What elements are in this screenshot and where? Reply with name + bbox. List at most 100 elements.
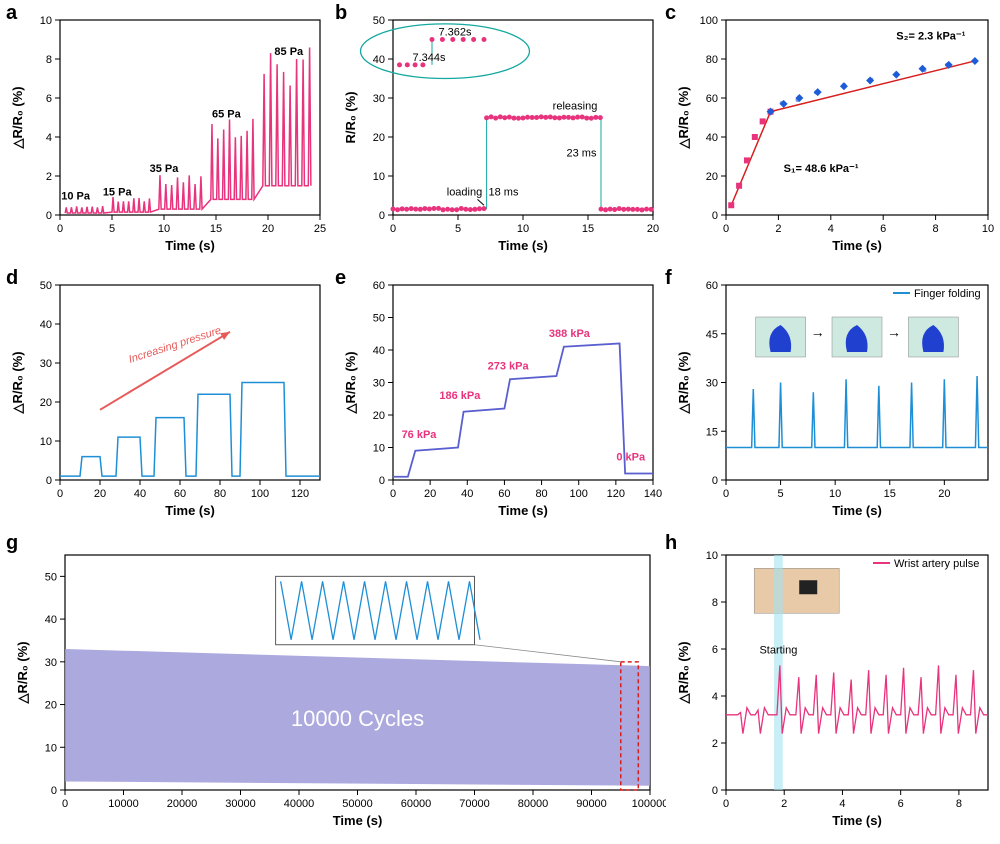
svg-text:45: 45 <box>706 329 718 341</box>
svg-text:10: 10 <box>706 550 718 562</box>
svg-text:30000: 30000 <box>225 798 256 810</box>
svg-text:35 Pa: 35 Pa <box>150 163 180 175</box>
svg-text:90000: 90000 <box>576 798 607 810</box>
svg-text:S₂= 2.3 kPa⁻¹: S₂= 2.3 kPa⁻¹ <box>896 31 965 43</box>
svg-text:0: 0 <box>57 223 63 235</box>
svg-text:20000: 20000 <box>167 798 198 810</box>
svg-text:20: 20 <box>94 488 106 500</box>
svg-text:0: 0 <box>712 210 718 222</box>
svg-text:0: 0 <box>723 223 729 235</box>
svg-text:20: 20 <box>706 171 718 183</box>
panel-label-e: e <box>335 267 346 290</box>
svg-text:60: 60 <box>174 488 186 500</box>
svg-text:40: 40 <box>706 132 718 144</box>
svg-text:10: 10 <box>517 223 529 235</box>
svg-text:80: 80 <box>214 488 226 500</box>
svg-text:0 kPa: 0 kPa <box>616 452 646 464</box>
svg-text:15: 15 <box>582 223 594 235</box>
svg-text:0: 0 <box>379 475 385 487</box>
svg-text:Time (s): Time (s) <box>832 503 882 518</box>
svg-text:S₁= 48.6 kPa⁻¹: S₁= 48.6 kPa⁻¹ <box>784 163 859 175</box>
svg-text:50: 50 <box>373 15 385 27</box>
svg-text:10: 10 <box>45 742 57 754</box>
svg-text:65 Pa: 65 Pa <box>212 109 242 121</box>
svg-text:10000 Cycles: 10000 Cycles <box>291 706 424 731</box>
svg-text:10000: 10000 <box>108 798 139 810</box>
svg-text:10: 10 <box>40 15 52 27</box>
svg-text:40: 40 <box>134 488 146 500</box>
svg-text:15: 15 <box>706 426 718 438</box>
svg-text:15: 15 <box>884 488 896 500</box>
svg-text:5: 5 <box>455 223 461 235</box>
svg-text:50: 50 <box>45 571 57 583</box>
svg-text:20: 20 <box>262 223 274 235</box>
svg-text:6: 6 <box>712 644 718 656</box>
svg-text:7.362s: 7.362s <box>439 27 473 39</box>
svg-text:4: 4 <box>712 691 718 703</box>
svg-text:loading: loading <box>447 187 482 199</box>
panel-e: 0204060801001201400102030405060Time (s)△… <box>333 265 666 530</box>
svg-text:7.344s: 7.344s <box>413 52 447 64</box>
svg-text:5: 5 <box>109 223 115 235</box>
svg-text:△R/R₀ (%): △R/R₀ (%) <box>676 86 691 149</box>
svg-text:10: 10 <box>40 436 52 448</box>
svg-text:Finger folding: Finger folding <box>914 288 981 300</box>
svg-text:10: 10 <box>373 171 385 183</box>
svg-text:Wrist artery pulse: Wrist artery pulse <box>894 558 979 570</box>
svg-text:5: 5 <box>778 488 784 500</box>
svg-text:0: 0 <box>712 475 718 487</box>
svg-text:△R/R₀ (%): △R/R₀ (%) <box>15 641 30 704</box>
svg-text:30: 30 <box>40 358 52 370</box>
svg-text:0: 0 <box>712 785 718 797</box>
svg-text:0: 0 <box>723 488 729 500</box>
svg-text:4: 4 <box>828 223 834 235</box>
svg-text:15: 15 <box>210 223 222 235</box>
svg-text:50000: 50000 <box>342 798 373 810</box>
svg-text:2: 2 <box>775 223 781 235</box>
svg-text:0: 0 <box>723 798 729 810</box>
svg-text:20: 20 <box>373 132 385 144</box>
panel-d: 02040608010012001020304050Time (s)△R/R₀ … <box>0 265 333 530</box>
svg-text:0: 0 <box>390 223 396 235</box>
svg-text:80: 80 <box>706 54 718 66</box>
svg-text:20: 20 <box>373 410 385 422</box>
svg-text:20: 20 <box>45 700 57 712</box>
svg-text:40: 40 <box>461 488 473 500</box>
svg-text:20: 20 <box>938 488 950 500</box>
panel-a: 05101520250246810Time (s)△R/R₀ (%)10 Pa1… <box>0 0 333 265</box>
svg-text:→: → <box>811 324 825 340</box>
svg-text:50: 50 <box>40 280 52 292</box>
svg-text:100000: 100000 <box>632 798 666 810</box>
svg-text:40: 40 <box>373 54 385 66</box>
svg-text:186 kPa: 186 kPa <box>439 390 481 402</box>
svg-text:25: 25 <box>314 223 326 235</box>
svg-text:0: 0 <box>390 488 396 500</box>
svg-text:30: 30 <box>373 378 385 390</box>
svg-text:40000: 40000 <box>284 798 315 810</box>
svg-text:60: 60 <box>373 280 385 292</box>
svg-text:60: 60 <box>706 93 718 105</box>
svg-text:8: 8 <box>933 223 939 235</box>
panel-g: 0100002000030000400005000060000700008000… <box>0 530 666 844</box>
svg-text:Time (s): Time (s) <box>832 813 882 828</box>
svg-text:0: 0 <box>379 210 385 222</box>
svg-text:10: 10 <box>158 223 170 235</box>
panel-label-h: h <box>665 532 677 555</box>
svg-text:120: 120 <box>291 488 309 500</box>
svg-text:0: 0 <box>62 798 68 810</box>
svg-text:80000: 80000 <box>518 798 549 810</box>
svg-text:18 ms: 18 ms <box>489 187 519 199</box>
svg-text:Time (s): Time (s) <box>333 813 383 828</box>
svg-text:6: 6 <box>880 223 886 235</box>
svg-text:△R/R₀ (%): △R/R₀ (%) <box>10 351 25 414</box>
svg-text:60000: 60000 <box>401 798 432 810</box>
svg-text:→: → <box>887 324 901 340</box>
panel-label-c: c <box>665 2 676 25</box>
svg-text:40: 40 <box>40 319 52 331</box>
svg-text:10: 10 <box>982 223 994 235</box>
svg-text:Time (s): Time (s) <box>498 238 548 253</box>
svg-text:△R/R₀ (%): △R/R₀ (%) <box>676 641 691 704</box>
svg-text:releasing: releasing <box>553 101 598 113</box>
svg-text:100: 100 <box>570 488 588 500</box>
svg-text:△R/R₀ (%): △R/R₀ (%) <box>343 351 358 414</box>
